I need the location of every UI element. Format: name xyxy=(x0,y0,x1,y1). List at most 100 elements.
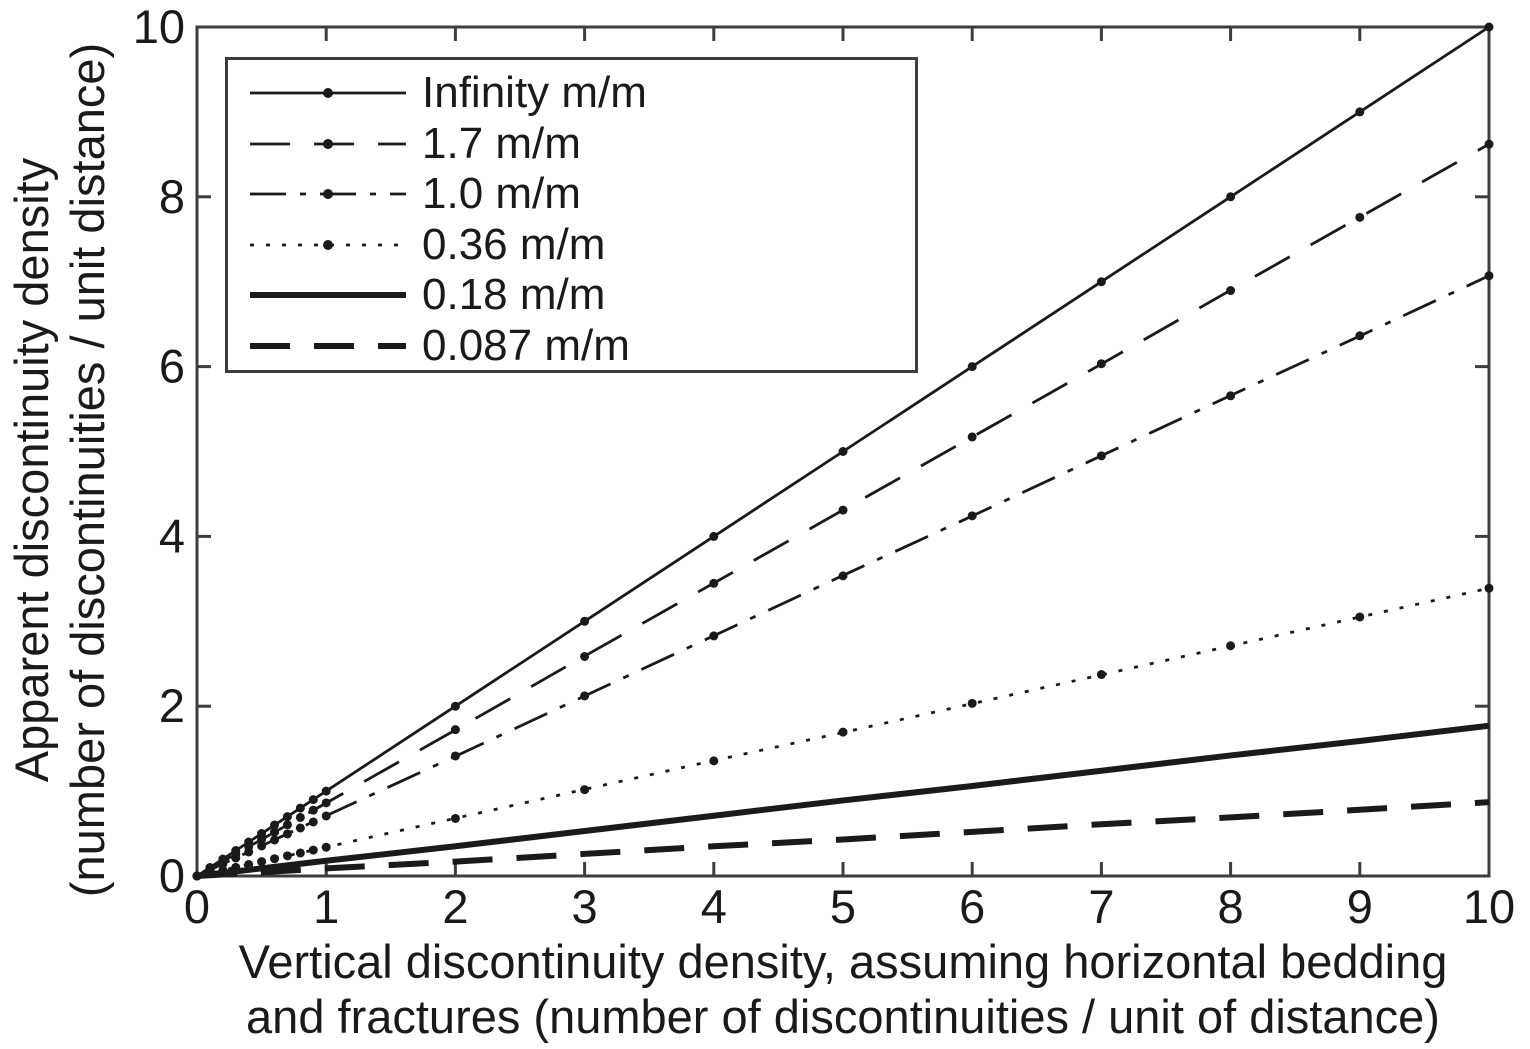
series-marker-infinity xyxy=(321,786,331,796)
series-marker-infinity xyxy=(308,795,318,805)
series-marker-0-36 xyxy=(967,698,977,708)
series-marker-1-0 xyxy=(308,817,318,827)
legend-label: 1.0 m/m xyxy=(422,169,581,219)
x-tick-label: 4 xyxy=(701,880,727,933)
legend-label: 0.18 m/m xyxy=(422,270,606,320)
legend-item-0-18: 0.18 m/m xyxy=(248,270,915,321)
series-marker-1-7 xyxy=(308,805,318,815)
series-marker-infinity xyxy=(450,701,460,711)
series-marker-infinity xyxy=(1226,192,1236,202)
series-marker-1-7 xyxy=(257,834,267,844)
series-marker-0-36 xyxy=(321,842,331,852)
series-marker-1-7 xyxy=(282,820,292,830)
series-marker-1-0 xyxy=(295,823,305,833)
y-tick-label: 6 xyxy=(159,340,185,393)
legend: Infinity m/m 1.7 m/m 1.0 m/m 0.36 m/m xyxy=(225,57,918,373)
legend-item-infinity: Infinity m/m xyxy=(248,68,915,119)
series-line-0-18 xyxy=(196,722,1490,879)
series-marker-infinity xyxy=(580,616,590,626)
series-marker-1-0 xyxy=(321,811,331,821)
series-marker-1-0 xyxy=(244,847,254,857)
series-marker-1-0 xyxy=(709,631,719,641)
x-tick-label: 10 xyxy=(1463,880,1515,933)
x-tick-label: 8 xyxy=(1218,880,1244,933)
series-marker-1-0 xyxy=(282,829,292,839)
series-marker-1-0 xyxy=(231,853,241,863)
series-marker-infinity xyxy=(282,812,292,822)
x-axis-label-line2: and fractures (number of discontinuities… xyxy=(246,990,1440,1043)
series-marker-0-36 xyxy=(308,845,318,855)
series-marker-infinity xyxy=(1355,107,1365,117)
legend-item-1-7: 1.7 m/m xyxy=(248,119,915,170)
legend-line-sample-dotted-thin xyxy=(250,239,406,250)
y-tick-label: 10 xyxy=(133,0,185,53)
series-marker-0-36 xyxy=(1355,612,1365,622)
series-marker-1-0 xyxy=(1096,451,1106,461)
x-tick-label: 0 xyxy=(184,880,210,933)
series-marker-1-0 xyxy=(450,751,460,761)
series-marker-1-7 xyxy=(580,651,590,661)
series-marker-1-0 xyxy=(1355,331,1365,341)
series-marker-1-0 xyxy=(1484,271,1494,281)
legend-label: 1.7 m/m xyxy=(422,118,581,168)
y-tick-label: 4 xyxy=(159,509,185,562)
x-tick-label: 7 xyxy=(1088,880,1114,933)
series-marker-1-7 xyxy=(270,827,280,837)
series-marker-0-36 xyxy=(450,813,460,823)
series-marker-0-36 xyxy=(257,857,267,867)
x-tick-label: 9 xyxy=(1347,880,1373,933)
series-marker-1-7 xyxy=(1226,286,1236,296)
legend-label: 0.087 m/m xyxy=(422,320,630,370)
series-marker-infinity xyxy=(295,803,305,813)
series-marker-1-0 xyxy=(218,859,228,869)
series-marker-1-7 xyxy=(295,812,305,822)
series-marker-infinity xyxy=(270,820,280,830)
series-marker-1-7 xyxy=(709,578,719,588)
x-tick-label: 5 xyxy=(830,880,856,933)
series-marker-infinity xyxy=(1484,22,1494,32)
series-marker-1-0 xyxy=(838,571,848,581)
legend-label: Infinity m/m xyxy=(422,68,647,118)
y-axis-label-line1: Apparent discontinuity density xyxy=(5,157,58,782)
x-tick-label: 6 xyxy=(959,880,985,933)
series-marker-1-0 xyxy=(967,511,977,521)
legend-item-0-36: 0.36 m/m xyxy=(248,220,915,271)
series-marker-0-36 xyxy=(1226,641,1236,651)
series-line-0-087 xyxy=(196,799,1490,879)
series-marker-0-36 xyxy=(270,854,280,864)
series-marker-0-36 xyxy=(282,851,292,861)
series-marker-0-36 xyxy=(838,727,848,737)
x-tick-label: 1 xyxy=(313,880,339,933)
legend-line-sample-solid-thick xyxy=(250,292,406,299)
legend-line-sample-solid-thin xyxy=(250,88,406,99)
series-marker-0-36 xyxy=(1096,670,1106,680)
series-marker-1-0 xyxy=(270,835,280,845)
series-marker-1-7 xyxy=(450,725,460,735)
y-tick-label: 0 xyxy=(159,849,185,902)
series-marker-1-7 xyxy=(838,505,848,515)
series-marker-1-7 xyxy=(1484,139,1494,149)
series-marker-1-7 xyxy=(1355,212,1365,222)
y-tick-label: 2 xyxy=(159,679,185,732)
series-marker-1-0 xyxy=(257,841,267,851)
series-marker-1-7 xyxy=(321,798,331,808)
series-marker-0-36 xyxy=(580,785,590,795)
series-marker-0-36 xyxy=(1484,583,1494,593)
series-marker-1-7 xyxy=(1096,359,1106,369)
series-marker-0-36 xyxy=(709,756,719,766)
series-marker-infinity xyxy=(838,447,848,456)
legend-item-0-087: 0.087 m/m xyxy=(248,321,915,372)
legend-line-sample-dashdot-thin xyxy=(250,189,406,200)
series-marker-1-7 xyxy=(967,432,977,442)
series-marker-infinity xyxy=(967,362,977,372)
y-axis-label-line2: (number of discontinuities / unit distan… xyxy=(61,43,114,897)
series-marker-1-0 xyxy=(580,691,590,701)
series-marker-infinity xyxy=(709,531,719,541)
series-marker-0-36 xyxy=(295,848,305,858)
legend-line-sample-dashed-thin xyxy=(250,138,406,149)
legend-item-1-0: 1.0 m/m xyxy=(248,169,915,220)
x-tick-label: 2 xyxy=(442,880,468,933)
series-marker-1-0 xyxy=(1226,391,1236,401)
